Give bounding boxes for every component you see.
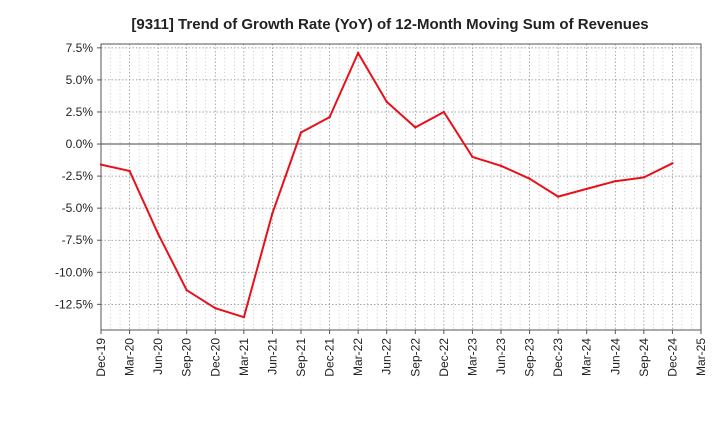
x-tick-label: Dec-20 [208, 338, 222, 377]
x-tick-label: Sep-21 [294, 338, 308, 377]
data-point [471, 155, 474, 159]
data-point [299, 131, 303, 134]
y-tick-label: -12.5% [55, 297, 93, 311]
x-tick-label: Jun-24 [608, 338, 622, 375]
plot-frame-group [100, 43, 702, 331]
data-point [214, 306, 217, 310]
x-tick-label: Sep-23 [523, 338, 537, 377]
x-tick-label: Dec-23 [551, 338, 565, 377]
x-axis: Dec-19 Mar-20 Jun-20 Sep-20 Dec-20 Mar-21 Jun-… [94, 330, 708, 377]
data-point [585, 187, 588, 191]
x-tick-label: Mar-22 [351, 338, 365, 376]
x-tick-label: Mar-21 [237, 338, 251, 376]
x-tick-label: Mar-25 [694, 338, 708, 376]
plot-frame [100, 43, 702, 331]
data-point [414, 126, 417, 129]
chart-title: [9311] Trend of Growth Rate (YoY) of 12-… [131, 16, 648, 33]
x-tick-label: Dec-19 [94, 338, 108, 377]
x-tick-label: Jun-21 [265, 338, 279, 375]
data-point [528, 177, 531, 180]
x-tick-label: Sep-24 [637, 338, 651, 377]
x-tick-label: Jun-22 [380, 338, 394, 375]
data-point [328, 115, 331, 119]
x-tick-label: Jun-20 [151, 338, 165, 375]
data-point [499, 164, 503, 168]
data-point [128, 169, 131, 173]
y-tick-label: 0.0% [66, 137, 94, 151]
x-tick-label: Dec-21 [323, 338, 337, 377]
data-point [442, 110, 446, 114]
data-point [671, 162, 674, 165]
y-tick-label: -2.5% [62, 169, 94, 183]
x-tick-label: Mar-23 [465, 338, 479, 376]
x-tick-label: Sep-22 [408, 338, 422, 377]
data-point [156, 232, 160, 236]
data-point [614, 180, 617, 183]
y-tick-label: -7.5% [62, 233, 94, 247]
y-tick-label: 7.5% [66, 41, 94, 55]
data-point [242, 315, 246, 319]
data-point [271, 212, 274, 215]
y-tick-label: -5.0% [62, 201, 94, 215]
x-tick-label: Sep-20 [180, 338, 194, 377]
x-tick-label: Mar-20 [123, 338, 137, 376]
x-tick-label: Mar-24 [580, 338, 594, 376]
y-tick-label: -10.0% [55, 265, 93, 279]
y-tick-label: 2.5% [66, 105, 94, 119]
y-tick-label: 5.0% [66, 73, 94, 87]
y-axis: 7.5% 5.0% 2.5% 0.0% -2.5% -5.0% -7.5% -10.0% -12… [55, 41, 101, 311]
x-tick-label: Dec-22 [437, 338, 451, 377]
grid [100, 44, 702, 330]
series-group [99, 51, 674, 319]
x-tick-label: Jun-23 [494, 338, 508, 375]
data-point [385, 100, 388, 103]
data-point [556, 195, 560, 198]
x-tick-label: Dec-24 [665, 338, 679, 377]
data-point [356, 51, 360, 55]
data-point [99, 163, 103, 166]
data-point [185, 289, 188, 292]
data-point [642, 176, 646, 179]
